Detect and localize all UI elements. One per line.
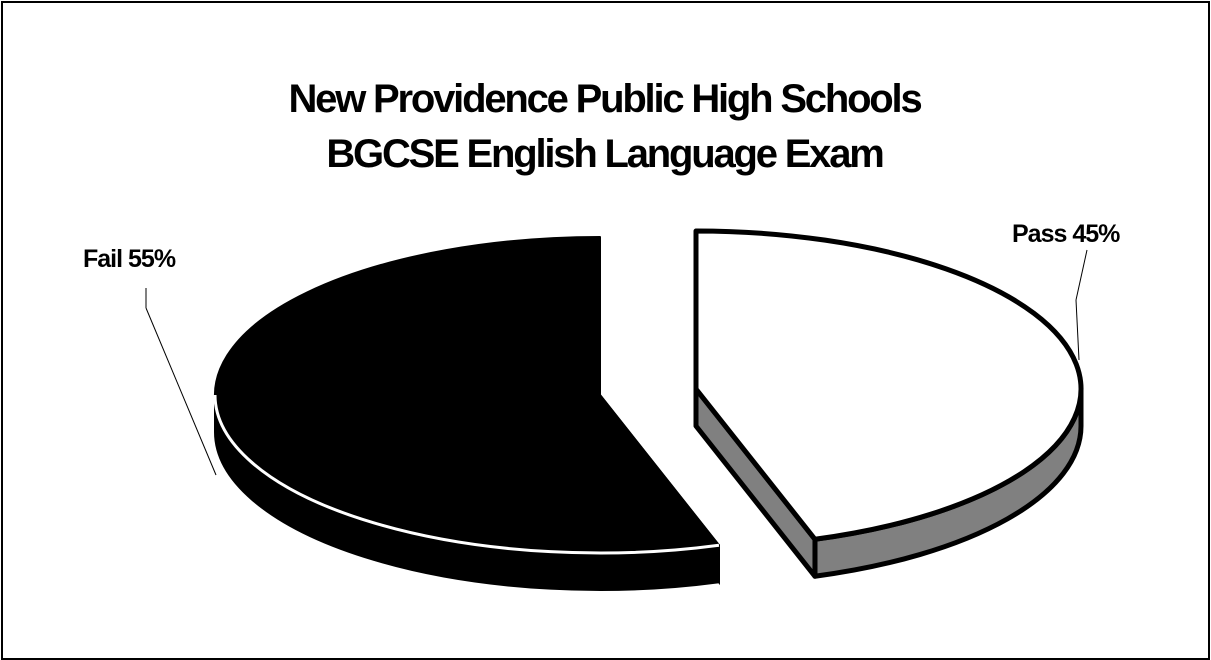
chart-title: New Providence Public High Schools BGCSE… (0, 72, 1209, 182)
pie-slice-rim-fail (213, 394, 720, 555)
chart-title-line-2: BGCSE English Language Exam (326, 132, 884, 176)
pass-leader-line (1075, 249, 1088, 301)
pie-slice-pass (693, 228, 1084, 579)
fail-leader-line-diag (145, 307, 217, 476)
pass-leader-line-vert (1075, 299, 1080, 361)
pie-slices (213, 228, 1084, 591)
pie-slice-top-pass (693, 228, 1084, 542)
pass-slice-label: Pass 45% (1012, 220, 1120, 248)
pie-slice-fail (213, 236, 720, 591)
pie-labels: Fail 55% Pass 45% (83, 220, 1121, 476)
chart-title-line-1: New Providence Public High Schools (288, 77, 922, 121)
fail-slice-label: Fail 55% (83, 245, 176, 273)
